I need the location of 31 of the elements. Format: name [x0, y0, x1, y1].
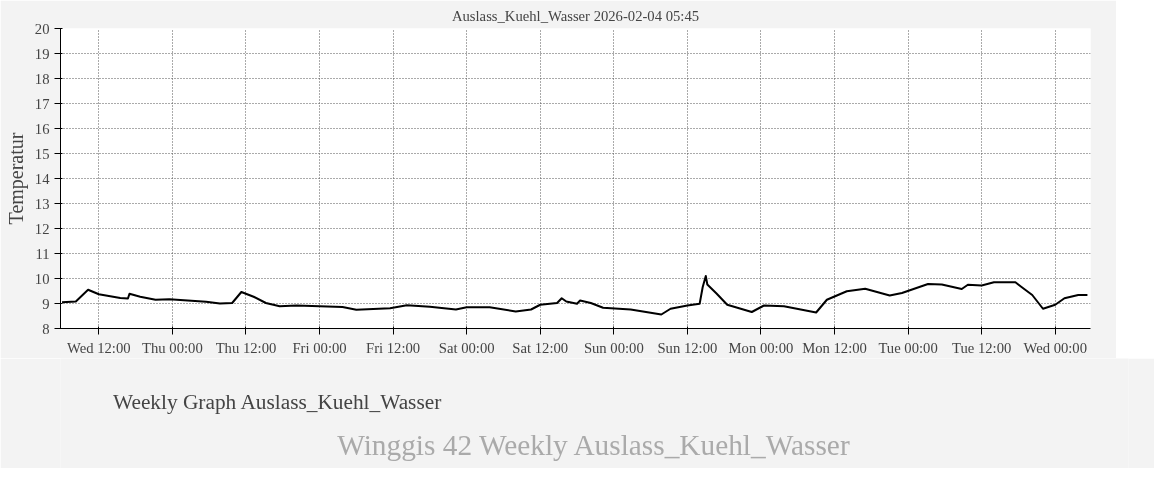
x-tick-label: Fri 12:00	[366, 339, 421, 356]
text: Weekly Graph Auslass_Kuehl_Wasser	[113, 390, 442, 415]
y-tick-label: 19	[34, 45, 50, 62]
x-tick-label: Mon 00:00	[728, 339, 794, 356]
x-tick-label: Wed 12:00	[67, 339, 131, 356]
y-tick-label: 17	[34, 95, 50, 112]
x-tick-label: Mon 12:00	[802, 339, 867, 356]
y-tick-label: 11	[35, 245, 50, 262]
x-tick-label: Thu 12:00	[215, 339, 277, 356]
x-tick-label: Sat 00:00	[438, 339, 495, 356]
x-tick-label: Wed 00:00	[1023, 339, 1088, 356]
x-tick-label: Tue 12:00	[952, 339, 1012, 356]
y-tick-label: 16	[34, 120, 50, 137]
y-tick-label: 10	[34, 270, 50, 287]
x-tick-label: Sun 12:00	[657, 339, 718, 356]
x-tick-label: Thu 00:00	[142, 339, 203, 356]
x-tick-label: Sun 00:00	[583, 339, 644, 356]
y-tick-label: 14	[34, 170, 51, 187]
y-tick-label: 12	[34, 220, 50, 237]
x-tick-label: Fri 00:00	[292, 339, 347, 356]
chart-title: Auslass_Kuehl_Wasser 2026-02-04 05:45	[451, 7, 700, 24]
y-tick-label: 13	[34, 195, 50, 212]
y-tick-label: 20	[34, 20, 50, 37]
y-tick-label: 9	[42, 295, 50, 312]
y-tick-label: 15	[34, 145, 50, 162]
x-tick-label: Sat 12:00	[512, 339, 569, 356]
x-tick-label: Tue 00:00	[878, 339, 938, 356]
y-tick-label: 8	[42, 320, 50, 337]
y-tick-label: 18	[34, 70, 50, 87]
text: Winggis 42 Weekly Auslass_Kuehl_Wasser	[337, 428, 850, 461]
y-axis-title: Temperatur	[4, 132, 28, 225]
